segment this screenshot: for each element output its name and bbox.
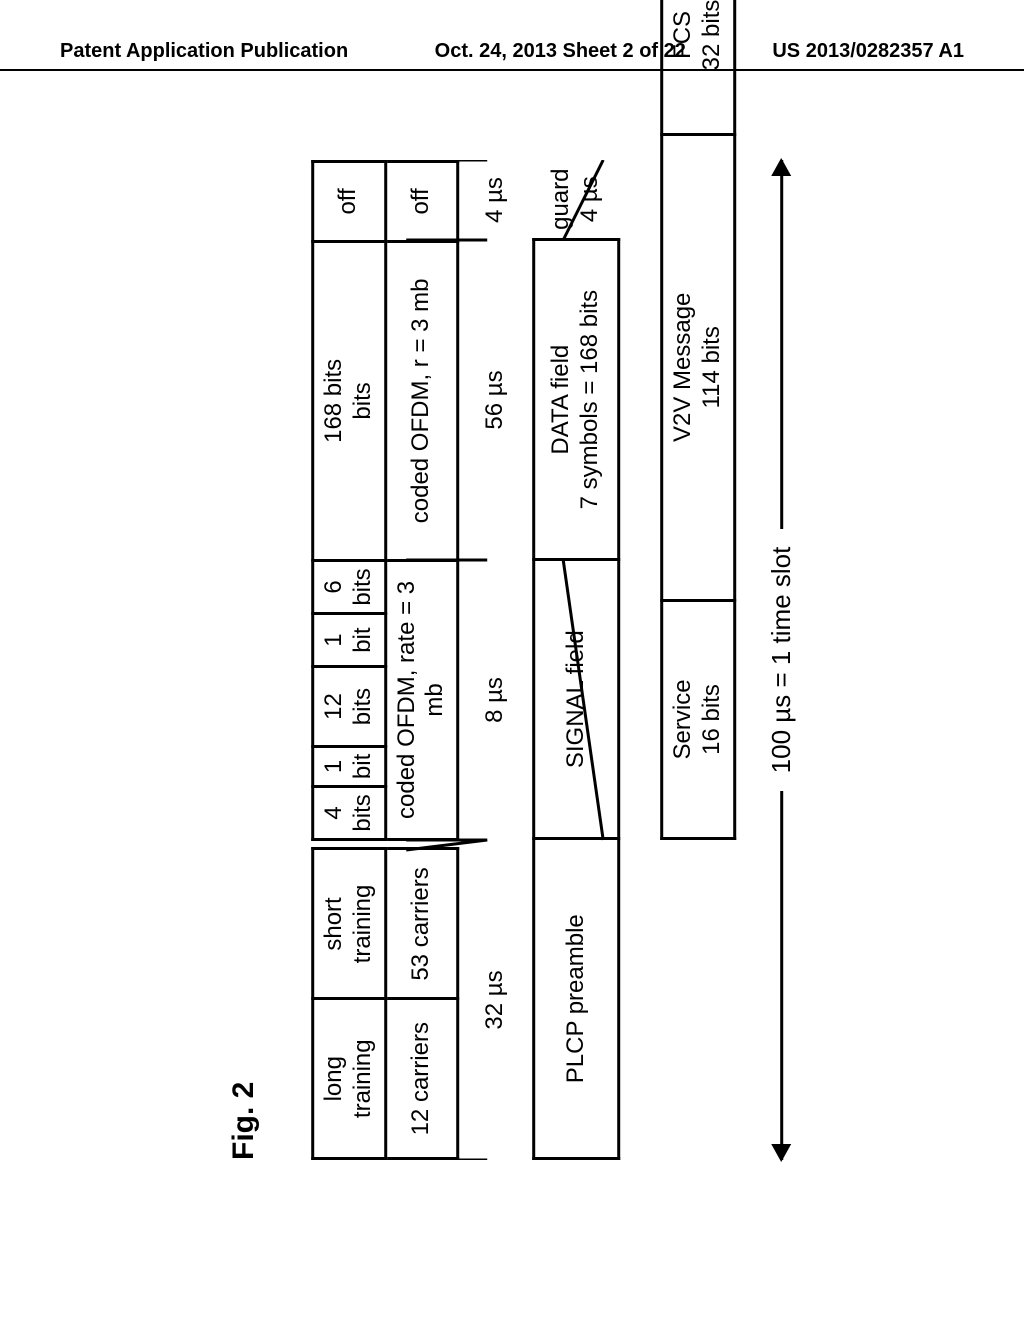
cell-1bit-a: 1 bit <box>313 746 386 786</box>
cell-4bits: 4 bits <box>313 786 386 839</box>
header-left: Patent Application Publication <box>60 40 348 63</box>
cell-fcs: FCS 32 bits <box>662 0 735 134</box>
t-8us: 8 µs <box>475 560 516 840</box>
cell-data-field: DATA field 7 symbols = 168 bits <box>534 240 619 560</box>
payload-row: Service 16 bits V2V Message 114 bits FCS… <box>660 0 736 840</box>
t-32us: 32 µs <box>475 840 516 1160</box>
cell-off-2: off <box>385 162 458 242</box>
page-header: Patent Application Publication Oct. 24, … <box>0 40 1024 71</box>
cell-off-1: off <box>313 162 386 242</box>
timing-row: 32 µs 8 µs 56 µs 4 µs <box>475 160 516 1160</box>
fields-row: PLCP preamble SIGNAL field DATA field 7 … <box>532 160 620 1160</box>
cell-signal-field: SIGNAL field <box>534 559 619 839</box>
arrow-left <box>780 791 783 1160</box>
cell-short-training: short training <box>313 849 386 999</box>
cell-coded-ofdm-data: coded OFDM, r = 3 mb <box>385 241 458 560</box>
timeslot-label: 100 µs = 1 time slot <box>766 529 797 792</box>
cell-6bits: 6 bits <box>313 560 386 613</box>
cell-plcp: PLCP preamble <box>534 839 619 1159</box>
header-right: US 2013/0282357 A1 <box>772 40 964 63</box>
bits-row: long training short training 4 bits 1 bi… <box>311 160 459 1160</box>
arrow-right <box>780 160 783 529</box>
cell-12carriers: 12 carriers <box>385 999 458 1159</box>
cell-guard: guard 4 µs <box>534 160 619 240</box>
cell-1bit-b: 1 bit <box>313 614 386 667</box>
gap <box>313 839 386 849</box>
cell-168bits: 168 bits bits <box>313 241 386 560</box>
cell-service: Service 16 bits <box>662 600 735 838</box>
cell-53carriers: 53 carriers <box>385 849 458 999</box>
cell-v2v-message: V2V Message 114 bits <box>662 134 735 600</box>
cell-12bits: 12 bits <box>313 667 386 747</box>
gap <box>385 839 458 849</box>
header-center: Oct. 24, 2013 Sheet 2 of 22 <box>435 40 686 63</box>
cell-long-training: long training <box>313 999 386 1159</box>
timeslot-arrow: 100 µs = 1 time slot <box>766 160 797 1160</box>
t-56us: 56 µs <box>475 240 516 560</box>
figure-2: Fig. 2 long training short training 4 bi… <box>227 160 797 1160</box>
figure-label: Fig. 2 <box>227 160 261 1160</box>
t-4us: 4 µs <box>475 160 516 240</box>
cell-coded-ofdm-sig: coded OFDM, rate = 3 mb <box>385 560 458 839</box>
